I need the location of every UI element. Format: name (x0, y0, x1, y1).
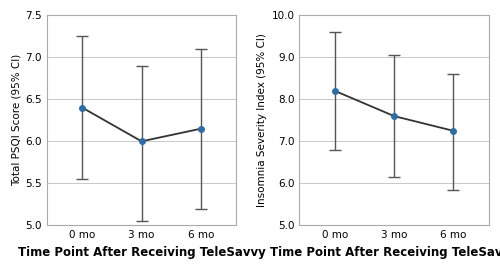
X-axis label: Time Point After Receiving TeleSavvy: Time Point After Receiving TeleSavvy (18, 246, 266, 259)
Y-axis label: Insomnia Severity Index (95% CI): Insomnia Severity Index (95% CI) (257, 33, 267, 207)
X-axis label: Time Point After Receiving TeleSavvy: Time Point After Receiving TeleSavvy (270, 246, 500, 259)
Y-axis label: Total PSQI Score (95% CI): Total PSQI Score (95% CI) (11, 54, 21, 186)
